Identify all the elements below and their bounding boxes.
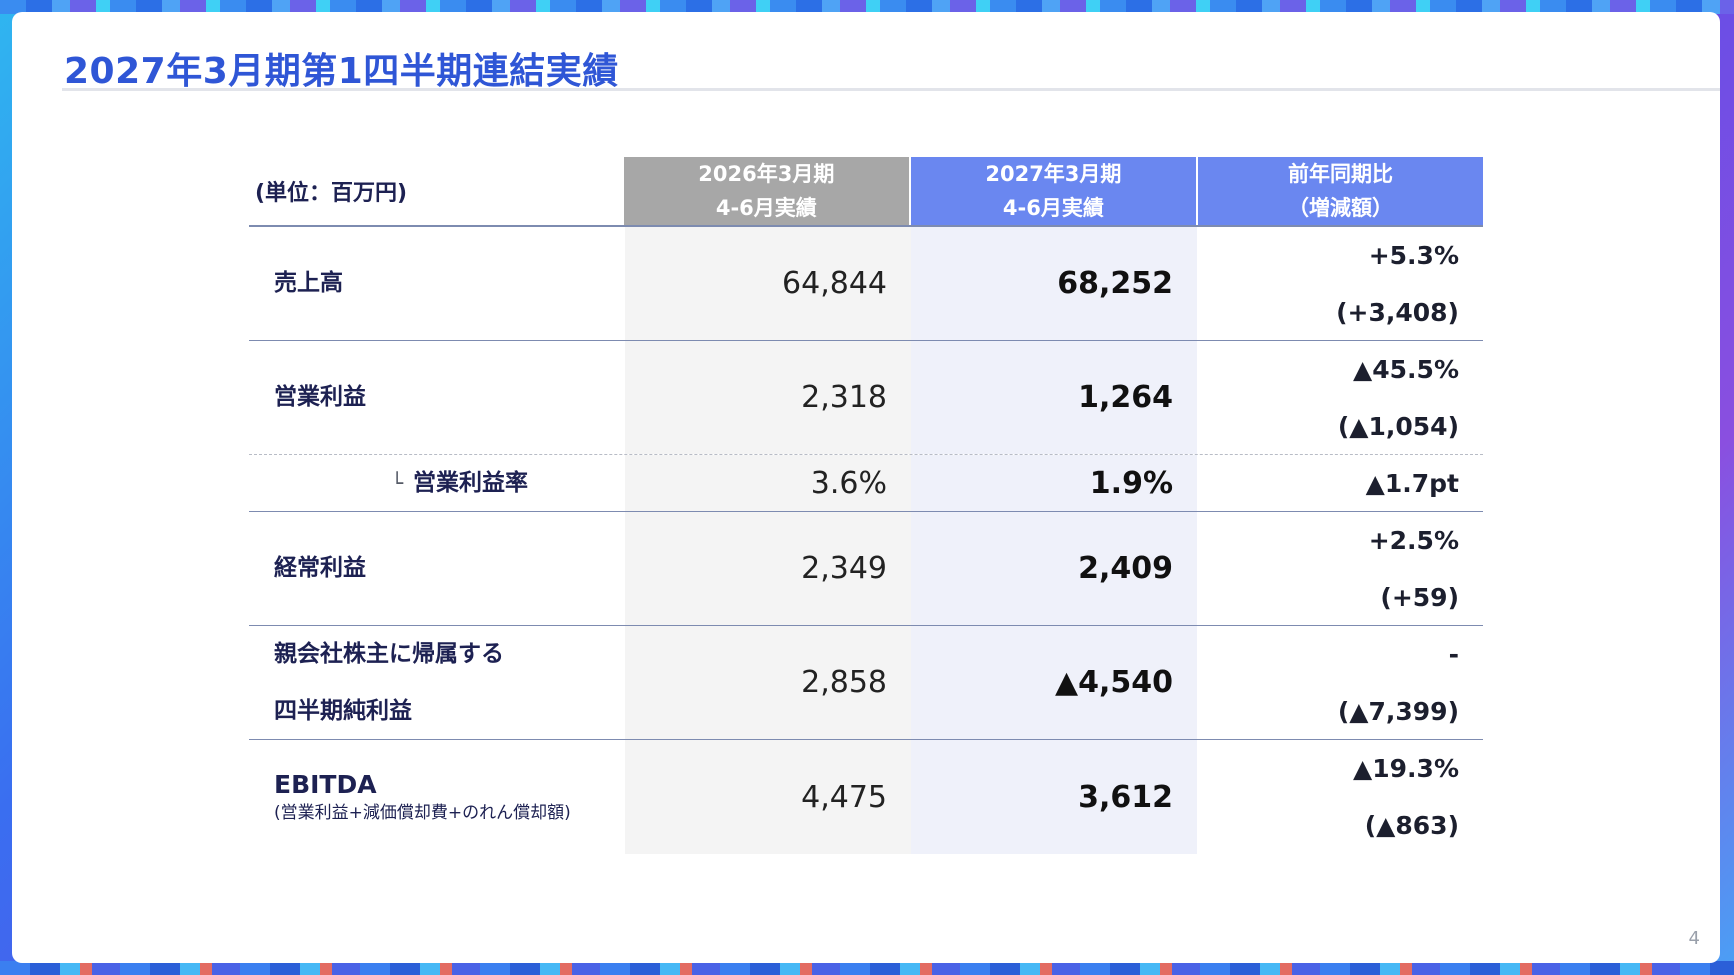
yoy-amount: (+59) (1380, 582, 1459, 612)
results-table: (単位：百万円) 2026年3月期 4-6月実績 2027年3月期 4-6月実績… (249, 157, 1483, 854)
header-current-period: 2027年3月期 4-6月実績 (908, 157, 1196, 225)
prev-value: 64,844 (625, 227, 911, 340)
table-header: (単位：百万円) 2026年3月期 4-6月実績 2027年3月期 4-6月実績… (249, 157, 1483, 227)
current-value: 1.9% (911, 455, 1197, 511)
row-label-text: 売上高 (274, 270, 343, 296)
prev-value: 3.6% (625, 455, 911, 511)
prev-value: 2,318 (625, 341, 911, 454)
row-label: 経常利益 (249, 512, 625, 625)
row-label-text: 営業利益率 (413, 469, 529, 496)
row-label: 営業利益 (249, 341, 625, 454)
yoy-amount: (▲7,399) (1337, 696, 1459, 726)
unit-label: (単位：百万円) (255, 181, 408, 206)
table-row-net-income: 親会社株主に帰属する 四半期純利益 2,858 ▲4,540 - (▲7,399… (249, 626, 1483, 740)
row-label: 売上高 (249, 227, 625, 340)
yoy-percent: ▲45.5% (1353, 354, 1459, 384)
row-label-line2: 四半期純利益 (274, 697, 412, 724)
row-label-line1: 親会社株主に帰属する (274, 640, 504, 667)
sub-item-mark: └ (390, 470, 404, 495)
top-decorative-band (0, 0, 1734, 14)
yoy-percent: +2.5% (1368, 525, 1459, 555)
yoy-percent: +5.3% (1368, 240, 1459, 270)
header-yoy: 前年同期比 （増減額） (1195, 157, 1483, 225)
row-label-text: 経常利益 (274, 555, 366, 581)
table-row-ebitda: EBITDA (営業利益+減価償却費+のれん償却額) 4,475 3,612 ▲… (249, 740, 1483, 854)
header-cur-line1: 2027年3月期 (985, 162, 1122, 186)
table-row-net-sales: 売上高 64,844 68,252 +5.3% (+3,408) (249, 227, 1483, 341)
slide: 2027年3月期第1四半期連結実績 (単位：百万円) 2026年3月期 4-6月… (12, 12, 1720, 963)
yoy-amount: (▲863) (1364, 811, 1459, 840)
yoy-amount: (+3,408) (1336, 297, 1459, 327)
current-value: 68,252 (911, 227, 1197, 340)
bottom-decorative-band (0, 961, 1734, 975)
table-row-operating-margin: └ 営業利益率 3.6% 1.9% ▲1.7pt (249, 455, 1483, 512)
yoy-percent: ▲19.3% (1353, 754, 1459, 783)
header-prev-period: 2026年3月期 4-6月実績 (623, 157, 909, 225)
page-number: 4 (1688, 928, 1700, 949)
yoy-percent: ▲1.7pt (1365, 468, 1459, 498)
yoy-value: ▲45.5% (▲1,054) (1197, 341, 1483, 454)
prev-value: 2,349 (625, 512, 911, 625)
current-value: 2,409 (911, 512, 1197, 625)
slide-title: 2027年3月期第1四半期連結実績 (64, 51, 619, 92)
row-label: └ 営業利益率 (249, 455, 625, 511)
row-label: EBITDA (営業利益+減価償却費+のれん償却額) (249, 740, 625, 854)
current-value: 1,264 (911, 341, 1197, 454)
yoy-value: ▲19.3% (▲863) (1197, 740, 1483, 854)
current-value: 3,612 (911, 740, 1197, 854)
title-underline (62, 88, 1720, 91)
row-label-text: EBITDA (274, 770, 377, 799)
current-value: ▲4,540 (911, 626, 1197, 739)
yoy-value: +5.3% (+3,408) (1197, 227, 1483, 340)
header-prev-line2: 4-6月実績 (715, 196, 817, 220)
table-row-ordinary-profit: 経常利益 2,349 2,409 +2.5% (+59) (249, 512, 1483, 626)
yoy-percent: - (1448, 639, 1459, 669)
yoy-amount: (▲1,054) (1337, 411, 1459, 441)
yoy-value: ▲1.7pt (1197, 455, 1483, 511)
prev-value: 4,475 (625, 740, 911, 854)
prev-value: 2,858 (625, 626, 911, 739)
row-label: 親会社株主に帰属する 四半期純利益 (249, 626, 625, 739)
table-row-operating-profit: 営業利益 2,318 1,264 ▲45.5% (▲1,054) (249, 341, 1483, 455)
row-label-note: (営業利益+減価償却費+のれん償却額) (274, 803, 571, 823)
yoy-value: +2.5% (+59) (1197, 512, 1483, 625)
header-prev-line1: 2026年3月期 (698, 162, 835, 186)
header-cur-line2: 4-6月実績 (1002, 196, 1104, 220)
row-label-text: 営業利益 (274, 384, 366, 410)
yoy-value: - (▲7,399) (1197, 626, 1483, 739)
header-yoy-line2: （増減額） (1287, 196, 1393, 220)
header-yoy-line1: 前年同期比 (1287, 162, 1393, 186)
